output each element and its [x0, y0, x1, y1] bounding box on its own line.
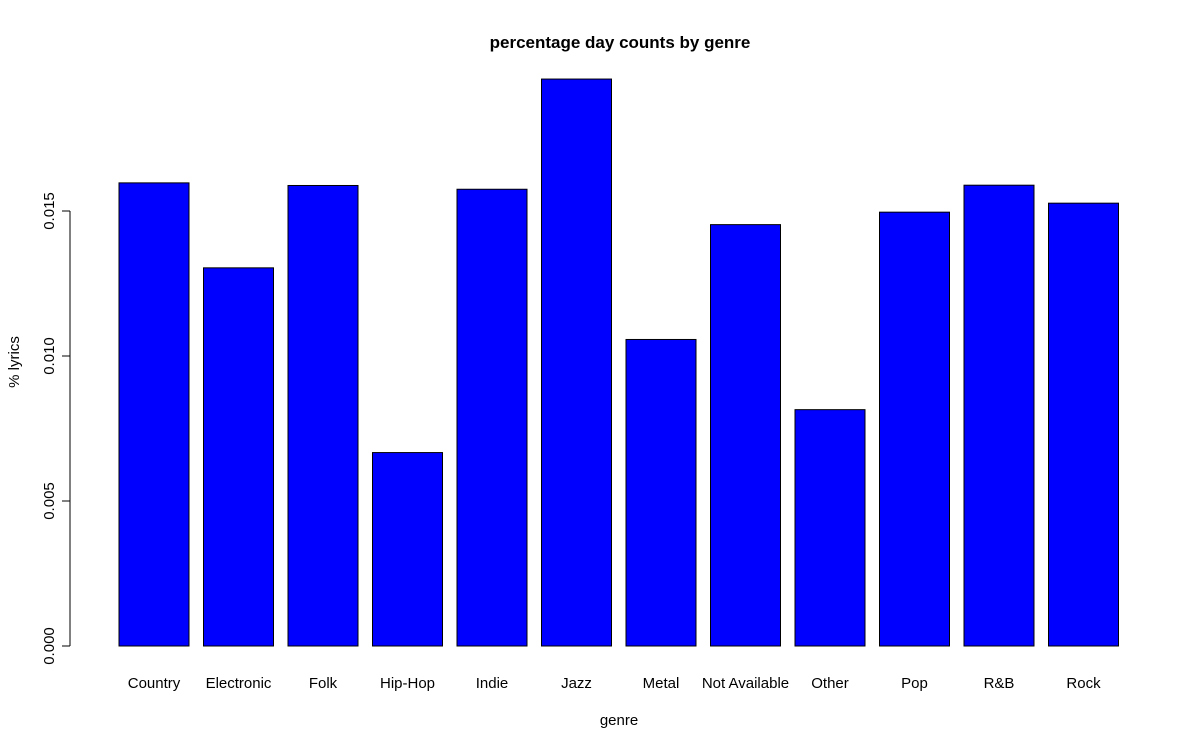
- bar: [625, 338, 697, 647]
- x-tick-label: Other: [811, 675, 849, 692]
- x-tick-label: Not Available: [702, 675, 789, 692]
- y-axis-label: % lyrics: [6, 336, 23, 388]
- x-tick-label: Pop: [901, 675, 928, 692]
- x-tick-label: Electronic: [206, 675, 272, 692]
- bars-group: [118, 78, 1119, 647]
- y-axis: 0.000 0.005 0.010 0.015: [41, 192, 71, 665]
- bar: [541, 78, 612, 647]
- bar: [456, 188, 528, 647]
- x-tick-label: Jazz: [561, 675, 592, 692]
- y-tick-label: 0.015: [41, 192, 58, 230]
- y-tick-label: 0.000: [41, 627, 58, 665]
- x-tick-labels: Country Electronic Folk Hip-Hop Indie Jazz Met…: [128, 675, 1101, 692]
- bar: [710, 224, 781, 647]
- x-tick-label: Country: [128, 675, 181, 692]
- bar: [118, 182, 190, 647]
- bar: [963, 184, 1035, 647]
- x-tick-label: Folk: [309, 675, 338, 692]
- bar: [372, 452, 443, 647]
- x-axis-label: genre: [600, 712, 638, 729]
- bar: [1048, 202, 1119, 647]
- x-tick-label: Hip-Hop: [380, 675, 435, 692]
- bar: [287, 184, 359, 647]
- chart-title: percentage day counts by genre: [490, 33, 751, 52]
- x-tick-label: Rock: [1066, 675, 1101, 692]
- bar: [794, 409, 866, 647]
- bar: [203, 267, 274, 647]
- x-tick-label: R&B: [984, 675, 1015, 692]
- x-tick-label: Indie: [476, 675, 509, 692]
- y-tick-label: 0.010: [41, 337, 58, 375]
- y-tick-label: 0.005: [41, 482, 58, 520]
- x-tick-label: Metal: [643, 675, 680, 692]
- bar: [879, 211, 950, 647]
